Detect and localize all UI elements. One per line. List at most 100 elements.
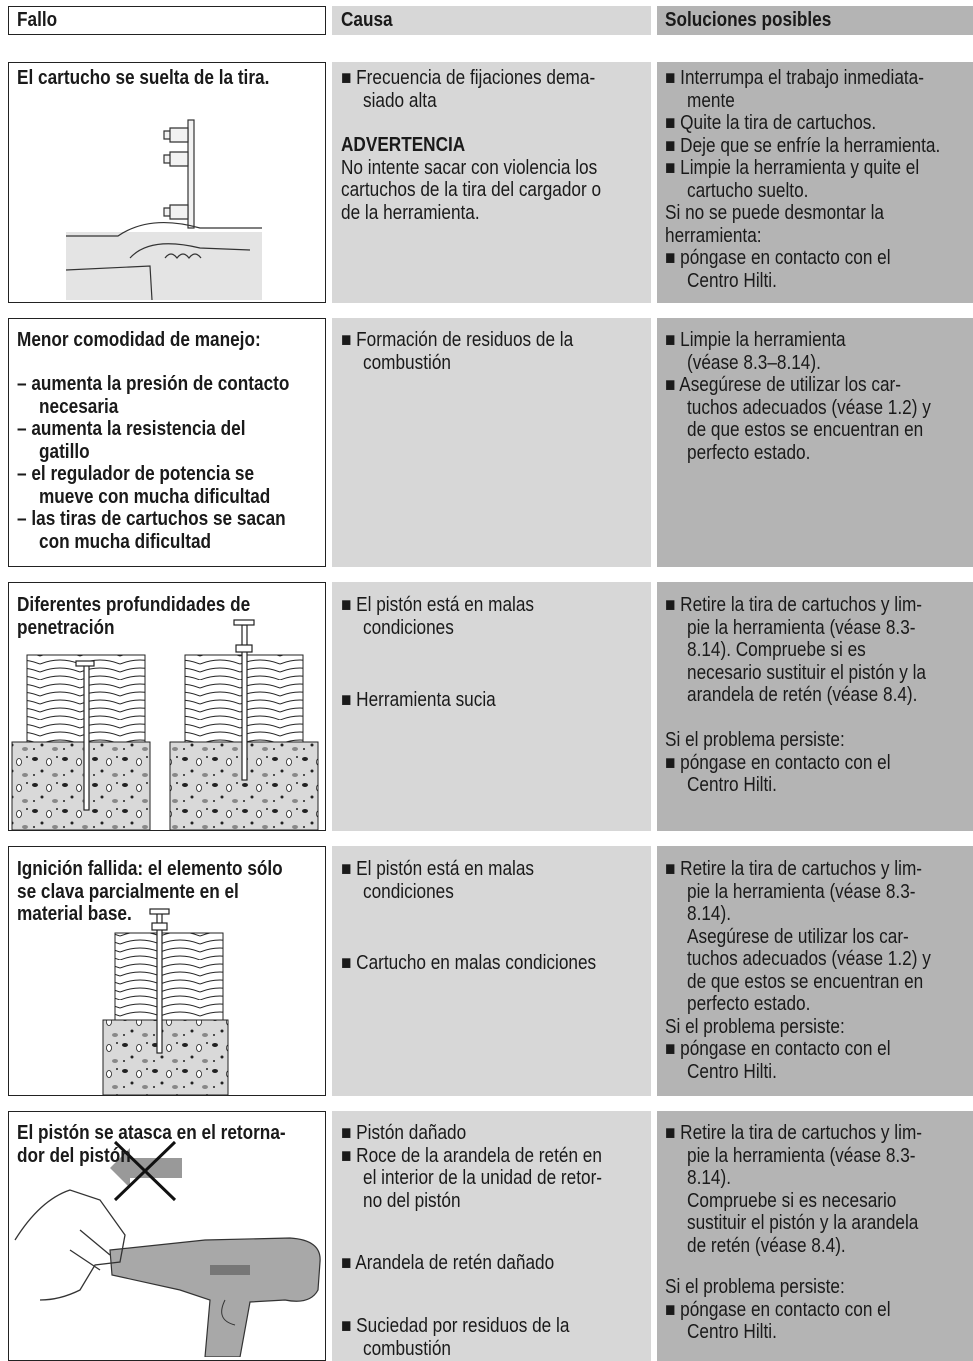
text-line: mente <box>687 89 735 112</box>
text-line: ■ Limpie la herramienta y quite el <box>665 157 920 179</box>
text-line: perfecto estado. <box>687 441 811 464</box>
text-line: ■ Retire la tira de cartuchos y lim- <box>665 1122 923 1144</box>
text-line: Si el problema persiste: <box>665 1015 845 1038</box>
text-line: gatillo <box>39 440 90 463</box>
text-line: de que estos se encuentran en <box>687 419 924 441</box>
text-line: Si el problema persiste: <box>665 1276 845 1298</box>
text-line: ■ Asegúrese de utilizar los car- <box>665 374 902 396</box>
text-line: ■ Retire la tira de cartuchos y lim- <box>665 858 923 880</box>
header-cell <box>657 6 973 35</box>
text-line: pie la herramienta (véase 8.3- <box>687 880 916 903</box>
text-line: tuchos adecuados (véase 1.2) y <box>687 948 931 970</box>
text-line: ■ Deje que se enfríe la herramienta. <box>665 134 941 157</box>
text-line: Centro Hilti. <box>687 1321 777 1343</box>
text-line: Centro Hilti. <box>687 269 777 292</box>
text-line: Ignición fallida: el elemento sólo <box>17 858 283 880</box>
text-line: condiciones <box>363 880 454 903</box>
text-line: ■ póngase en contacto con el <box>665 1038 891 1060</box>
text-line: siado alta <box>363 89 437 112</box>
text-line: ■ Formación de residuos de la <box>341 329 574 351</box>
text-line: con mucha dificultad <box>39 530 212 553</box>
soluciones-cell <box>657 318 973 567</box>
text-line: combustión <box>363 351 451 374</box>
misfire-illustration <box>102 908 229 1096</box>
text-line: ADVERTENCIA <box>341 134 466 156</box>
text-line: ■ póngase en contacto con el <box>665 247 891 269</box>
causa-cell <box>332 318 651 567</box>
causa-cell <box>332 62 651 303</box>
text-line: – las tiras de cartuchos se sacan <box>17 508 286 530</box>
text-line: – aumenta la presión de contacto <box>17 373 290 395</box>
header-text: Soluciones posibles <box>665 9 832 31</box>
text-line: ■ Limpie la herramienta <box>665 329 846 351</box>
text-line: cartuchos de la tira del cargador o <box>341 179 602 201</box>
text-line: 8.14). <box>687 1167 731 1189</box>
causa-cell <box>332 846 651 1096</box>
text-line: Compruebe si es necesario <box>687 1189 897 1212</box>
text-line: penetración <box>17 616 115 639</box>
text-line: No intente sacar con violencia los <box>341 156 598 179</box>
text-line: pie la herramienta (véase 8.3- <box>687 616 916 639</box>
text-line: pie la herramienta (véase 8.3- <box>687 1144 916 1167</box>
text-line: no del pistón <box>363 1189 461 1212</box>
text-line: Diferentes profundidades de <box>17 594 251 616</box>
text-line: ■ Interrumpa el trabajo inmediata- <box>665 67 924 89</box>
text-line: ■ Herramienta sucia <box>341 689 496 711</box>
text-line: condiciones <box>363 616 454 639</box>
fallo-cell <box>8 318 326 567</box>
text-line: Centro Hilti. <box>687 1060 777 1083</box>
text-line: Si no se puede desmontar la <box>665 202 884 224</box>
text-line: Asegúrese de utilizar los car- <box>687 925 909 948</box>
text-line: ■ póngase en contacto con el <box>665 1298 891 1321</box>
header-text: Fallo <box>17 9 58 31</box>
text-line: ■ Suciedad por residuos de la <box>341 1315 570 1337</box>
text-line: Si el problema persiste: <box>665 729 845 751</box>
text-line: tuchos adecuados (véase 1.2) y <box>687 396 931 419</box>
text-line: ■ Frecuencia de fijaciones dema- <box>341 67 596 89</box>
header-cell <box>332 6 651 35</box>
text-line: arandela de retén (véase 8.4). <box>687 684 918 706</box>
text-line: Centro Hilti. <box>687 774 777 796</box>
text-line: ■ Cartucho en malas condiciones <box>341 952 597 974</box>
causa-cell <box>332 1111 651 1361</box>
text-line: perfecto estado. <box>687 993 811 1015</box>
soluciones-cell <box>657 62 973 303</box>
header-cell <box>8 6 326 35</box>
text-line: ■ El pistón está en malas <box>341 858 535 880</box>
text-line: El cartucho se suelta de la tira. <box>17 67 270 89</box>
cartridge-illustration <box>65 119 262 301</box>
tool-illustration <box>14 1140 321 1357</box>
text-line: se clava parcialmente en el <box>17 880 239 903</box>
text-line: sustituir el pistón y la arandela <box>687 1212 919 1234</box>
soluciones-cell <box>657 1111 973 1361</box>
text-line: (véase 8.3–8.14). <box>687 351 821 374</box>
text-line: necesaria <box>39 395 119 418</box>
text-line: ■ Arandela de retén dañado <box>341 1252 555 1274</box>
soluciones-cell <box>657 846 973 1096</box>
text-line: ■ El pistón está en malas <box>341 594 535 616</box>
text-line: de que estos se encuentran en <box>687 970 924 993</box>
text-line: ■ Roce de la arandela de retén en <box>341 1144 602 1167</box>
text-line: el interior de la unidad de retor- <box>363 1167 603 1189</box>
text-line: mueve con mucha dificultad <box>39 485 271 508</box>
text-line: Menor comodidad de manejo: <box>17 329 261 351</box>
text-line: combustión <box>363 1337 451 1360</box>
text-line: 8.14). <box>687 903 731 925</box>
text-line: cartucho suelto. <box>687 179 809 202</box>
text-line: de la herramienta. <box>341 201 480 224</box>
penetration-illustration <box>11 619 319 831</box>
text-line: necesario sustituir el pistón y la <box>687 661 927 684</box>
text-line: de retén (véase 8.4). <box>687 1234 846 1257</box>
text-line: 8.14). Compruebe si es <box>687 639 866 661</box>
text-line: dor del pistón <box>17 1144 131 1167</box>
text-line: – el regulador de potencia se <box>17 463 255 485</box>
text-line: ■ Quite la tira de cartuchos. <box>665 112 877 134</box>
text-line: ■ Pistón dañado <box>341 1122 467 1144</box>
text-line: material base. <box>17 903 132 925</box>
text-line: ■ póngase en contacto con el <box>665 751 891 774</box>
text-line: El pistón se atasca en el retorna- <box>17 1122 286 1144</box>
text-line: herramienta: <box>665 224 762 247</box>
causa-cell <box>332 582 651 831</box>
